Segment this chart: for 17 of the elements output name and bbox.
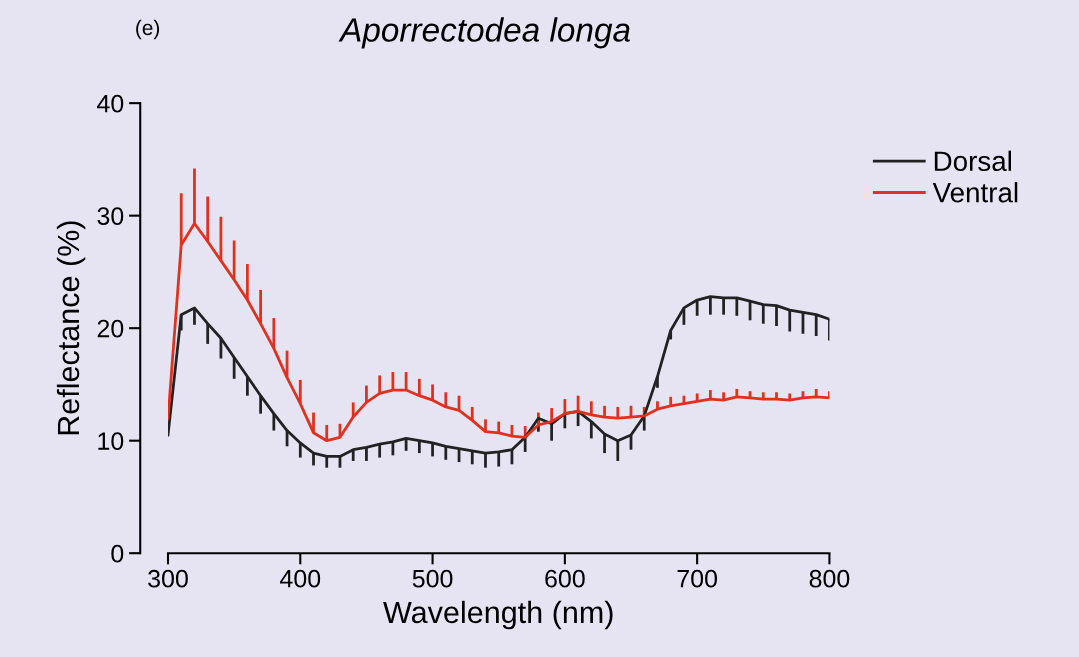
chart-title: Aporrectodea longa <box>338 17 630 49</box>
x-tick-label: 400 <box>280 569 321 588</box>
legend-label: Dorsal <box>934 150 1012 172</box>
x-tick-label: 600 <box>545 569 585 588</box>
text: (e) <box>136 19 160 40</box>
y-axis-title: Reflectance (%) <box>56 221 86 435</box>
y-tick-label: 30 <box>97 207 124 225</box>
y-tick-label: 40 <box>97 94 124 113</box>
x-axis-title: Wavelength (nm) <box>383 600 613 630</box>
x-tick-label: 300 <box>148 569 188 588</box>
x-tick-label: 800 <box>809 569 850 588</box>
y-tick-label: 10 <box>98 432 124 450</box>
x-tick-label: 700 <box>677 569 718 588</box>
y-tick-label: 0 <box>111 544 124 563</box>
legend-label: Ventral <box>932 182 1018 203</box>
y-tick-label: 20 <box>97 319 124 338</box>
x-tick-label: 500 <box>412 569 453 588</box>
